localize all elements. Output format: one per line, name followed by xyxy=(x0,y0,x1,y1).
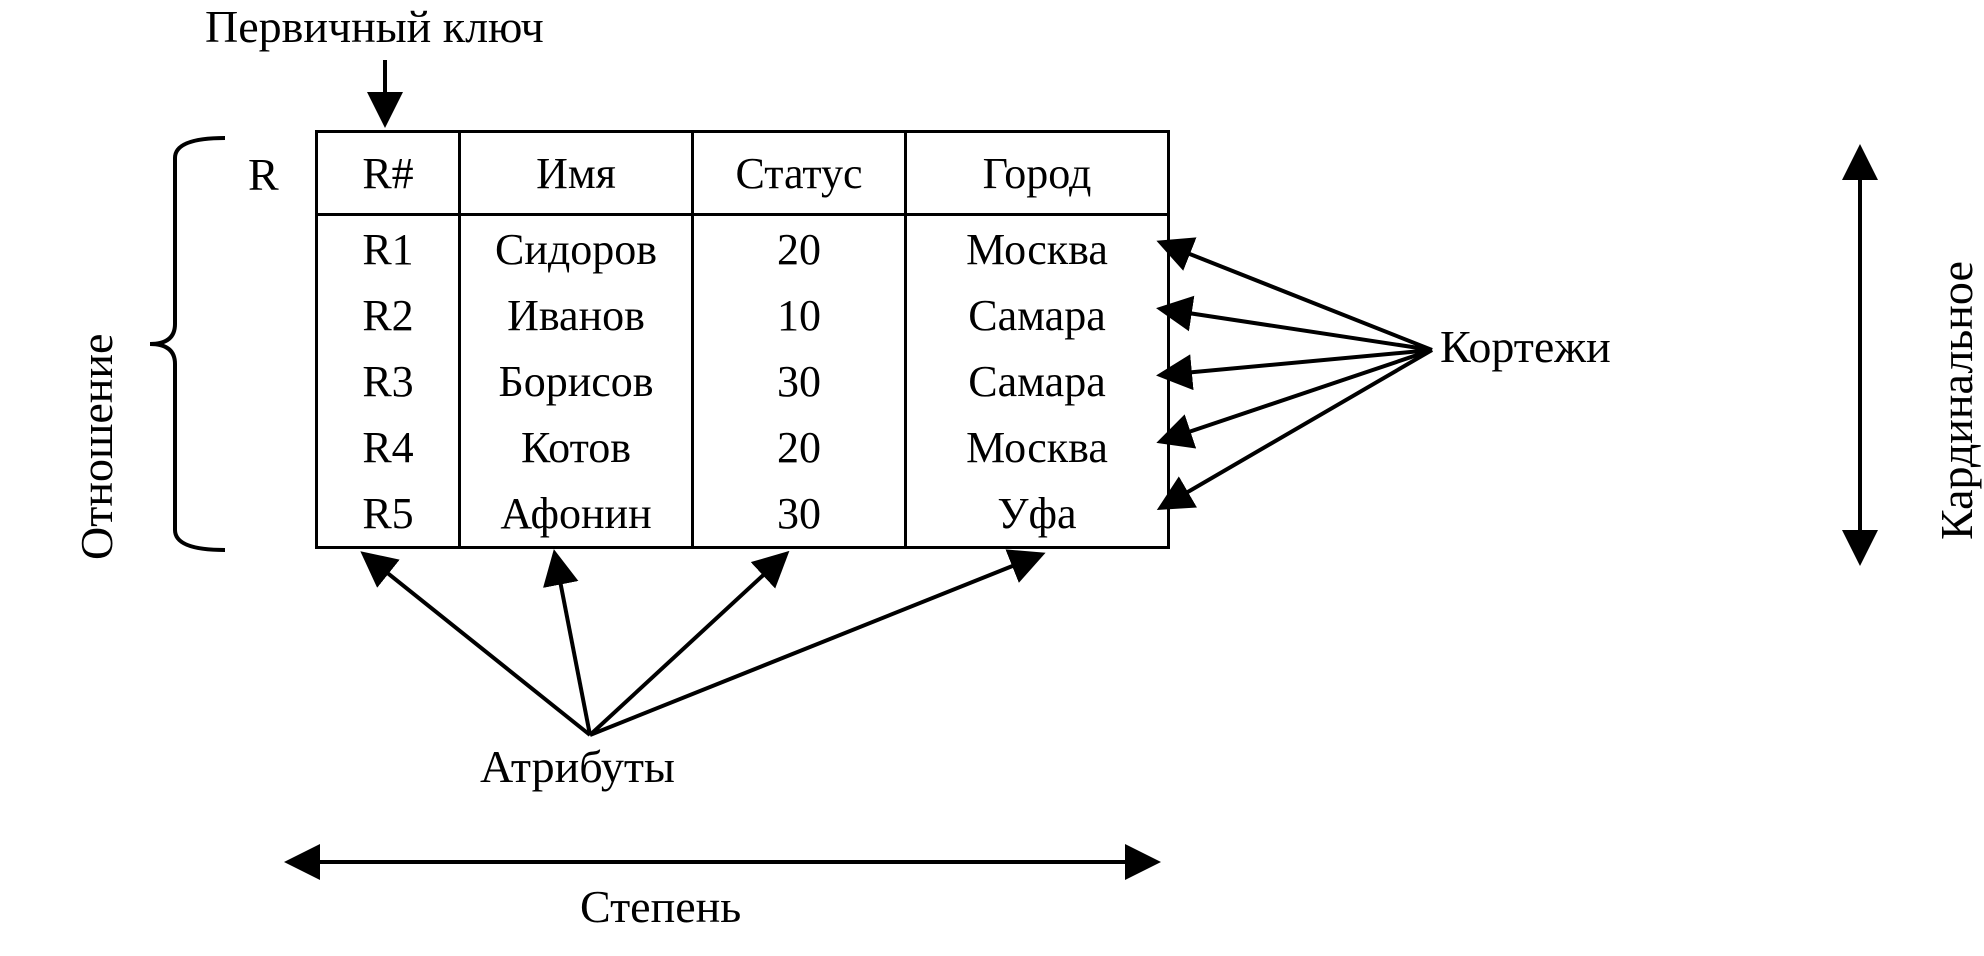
cell-status: 30 xyxy=(693,348,906,414)
relation-brace-bottom xyxy=(150,344,225,550)
col-header-city: Город xyxy=(906,132,1169,215)
col-header-id: R# xyxy=(317,132,460,215)
tuple-arrow-3 xyxy=(1162,350,1432,441)
cell-city: Самара xyxy=(906,282,1169,348)
degree-label: Степень xyxy=(580,880,741,933)
cell-name: Афонин xyxy=(460,480,693,548)
tuples-label: Кортежи xyxy=(1440,320,1611,373)
attribute-arrow-1 xyxy=(555,555,590,735)
cell-id: R4 xyxy=(317,414,460,480)
cell-status: 20 xyxy=(693,414,906,480)
cell-name: Борисов xyxy=(460,348,693,414)
cell-city: Москва xyxy=(906,414,1169,480)
table-row: R1Сидоров20Москва xyxy=(317,215,1169,283)
col-header-status: Статус xyxy=(693,132,906,215)
attribute-arrow-2 xyxy=(590,555,785,735)
cardinality-vlabel-1: Кардинальное xyxy=(1930,261,1983,540)
diagram-canvas: Первичный ключ R Отношение Кортежи Карди… xyxy=(0,0,1984,956)
cell-id: R2 xyxy=(317,282,460,348)
cell-status: 30 xyxy=(693,480,906,548)
cell-city: Самара xyxy=(906,348,1169,414)
table-row: R4Котов20Москва xyxy=(317,414,1169,480)
cell-id: R5 xyxy=(317,480,460,548)
cell-name: Сидоров xyxy=(460,215,693,283)
cell-status: 10 xyxy=(693,282,906,348)
cell-name: Иванов xyxy=(460,282,693,348)
table-row: R2Иванов10Самара xyxy=(317,282,1169,348)
attributes-label: Атрибуты xyxy=(480,740,675,793)
relation-name-label: R xyxy=(248,148,279,201)
cell-name: Котов xyxy=(460,414,693,480)
tuple-arrow-1 xyxy=(1162,309,1432,350)
cell-city: Уфа xyxy=(906,480,1169,548)
tuple-arrow-2 xyxy=(1162,350,1432,375)
attribute-arrow-0 xyxy=(365,555,590,735)
cardinality-vlabel-2: число xyxy=(1980,326,1984,440)
col-header-name: Имя xyxy=(460,132,693,215)
primary-key-label: Первичный ключ xyxy=(205,0,544,53)
table-row: R3Борисов30Самара xyxy=(317,348,1169,414)
relation-brace-top xyxy=(150,138,225,344)
table-header-row: R#ИмяСтатусГород xyxy=(317,132,1169,215)
cell-city: Москва xyxy=(906,215,1169,283)
cell-status: 20 xyxy=(693,215,906,283)
relation-vlabel: Отношение xyxy=(70,334,123,560)
table-row: R5Афонин30Уфа xyxy=(317,480,1169,548)
cell-id: R1 xyxy=(317,215,460,283)
tuple-arrow-0 xyxy=(1162,243,1432,350)
cell-id: R3 xyxy=(317,348,460,414)
tuple-arrow-4 xyxy=(1162,350,1432,507)
relation-table: R#ИмяСтатусГород R1Сидоров20МоскваR2Иван… xyxy=(315,130,1170,549)
attribute-arrow-3 xyxy=(590,555,1040,735)
